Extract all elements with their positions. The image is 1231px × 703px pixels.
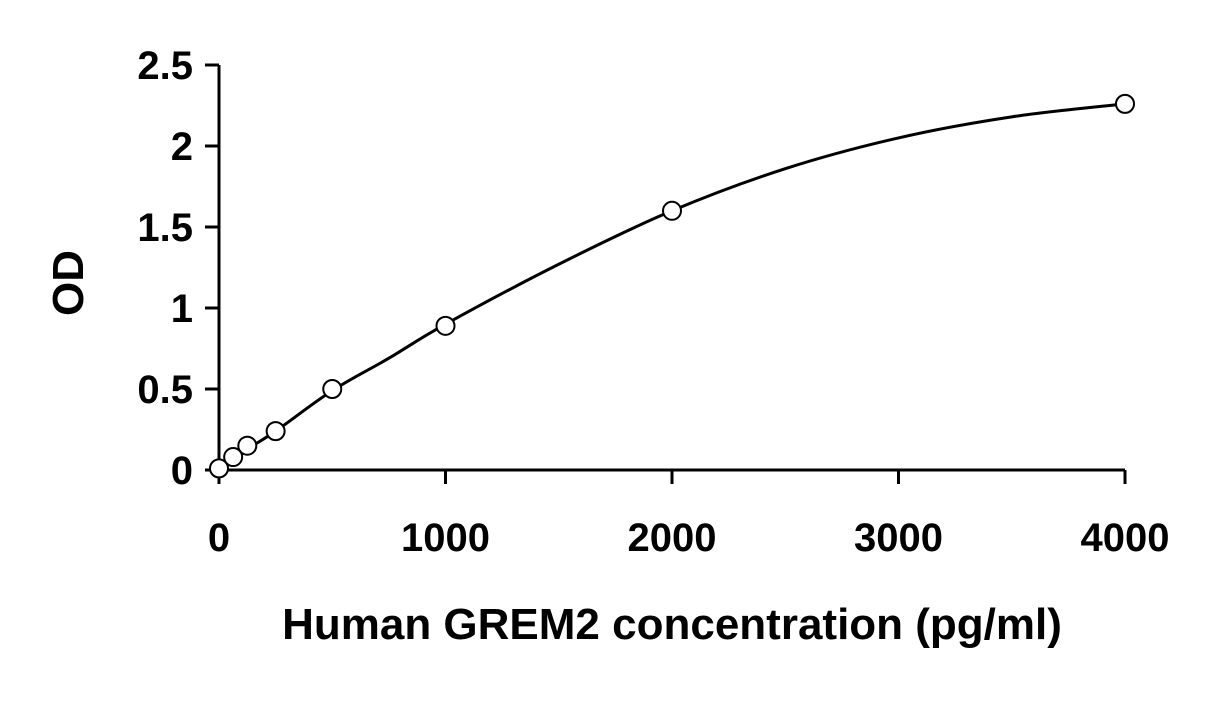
x-tick-label: 4000	[1081, 516, 1170, 560]
x-tick-label: 3000	[854, 516, 943, 560]
data-points	[209, 93, 1135, 479]
data-point	[223, 447, 244, 468]
data-point	[209, 458, 229, 479]
y-tick-label: 2	[171, 125, 193, 169]
x-tick-label: 2000	[628, 516, 717, 560]
x-tick-label: 0	[208, 516, 230, 560]
fit-line	[218, 102, 1126, 469]
data-point	[265, 421, 286, 442]
y-tick-label: 0	[171, 449, 193, 493]
y-tick-label: 2.5	[137, 44, 193, 88]
axes	[217, 65, 1125, 472]
data-point	[322, 379, 343, 399]
data-point	[662, 200, 682, 221]
x-ticks: 0 1000 2000 3000 4000	[208, 470, 1170, 560]
y-tick-label: 1	[171, 287, 193, 331]
x-axis-title: Human GREM2 concentration (pg/ml)	[282, 600, 1062, 649]
y-tick-label: 1.5	[137, 206, 193, 250]
y-tick-label: 0.5	[137, 368, 193, 412]
y-ticks: 0 0.5 1 1.5 2 2.5	[137, 44, 219, 493]
data-point	[1115, 93, 1135, 114]
y-axis-title: OD	[44, 250, 93, 316]
x-tick-label: 1000	[401, 516, 490, 560]
data-point	[435, 315, 456, 336]
data-point	[237, 435, 258, 456]
